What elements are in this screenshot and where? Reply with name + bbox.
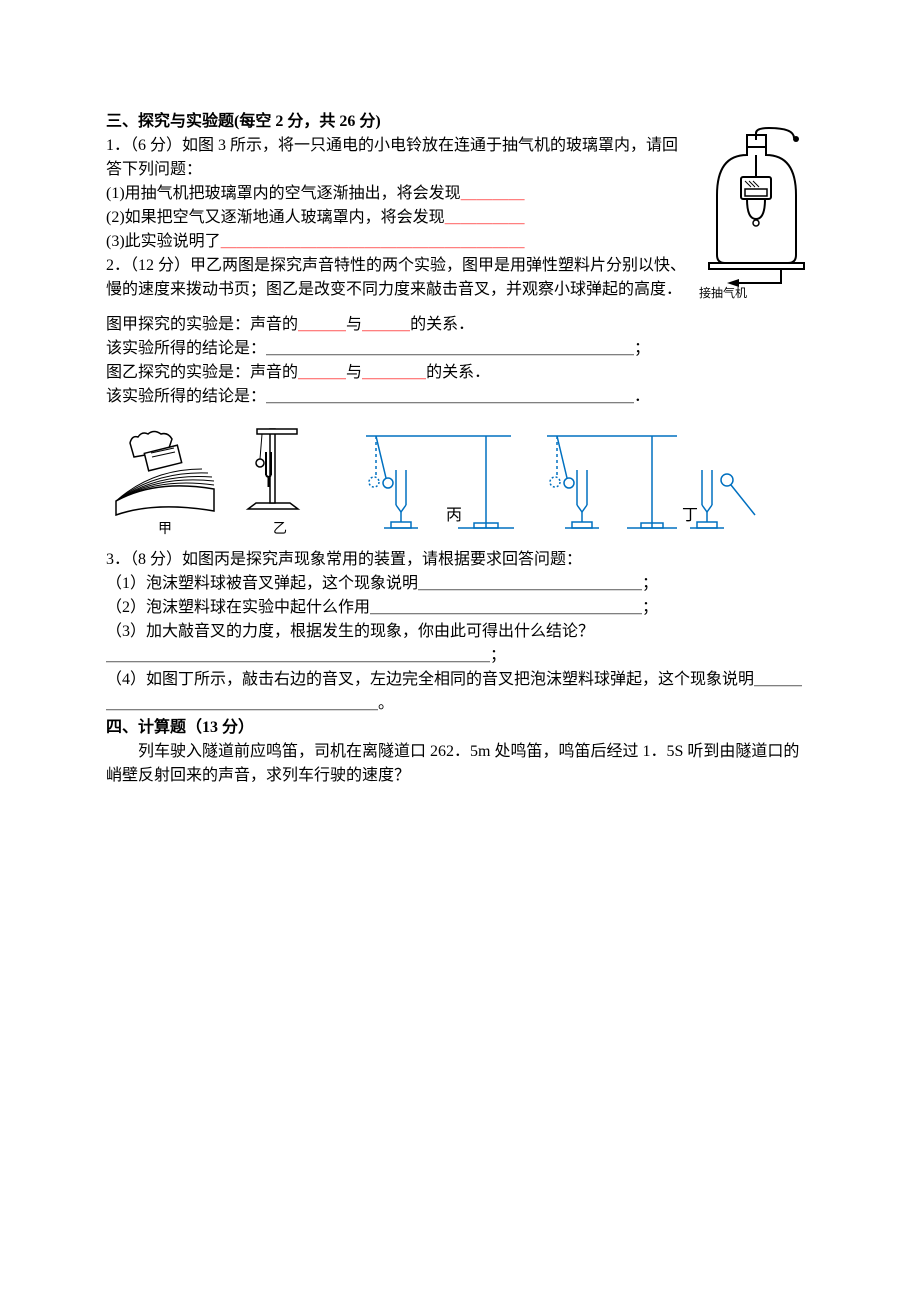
q2-line1: 图甲探究的实验是：声音的＿＿＿与＿＿＿的关系． xyxy=(106,313,814,337)
q1-sub2-text: (2)如果把空气又逐渐地通人玻璃罩内，将会发现 xyxy=(106,209,445,226)
q2-line1a: 图甲探究的实验是：声音的 xyxy=(106,316,298,333)
pump-label-text: 接抽气机 xyxy=(699,285,747,300)
q2-line3: 图乙探究的实验是：声音的＿＿＿与＿＿＿＿的关系． xyxy=(106,361,814,385)
svg-text:丁: 丁 xyxy=(682,507,698,524)
bell-jar-diagram: 接抽气机 xyxy=(699,125,814,313)
q3-sub3-semi: ； xyxy=(490,647,506,664)
section-4-body: 列车驶入隧道前应鸣笛，司机在离隧道口 262．5m 处鸣笛，鸣笛后经过 1．5S… xyxy=(106,740,814,788)
q2-line2-text: 该实验所得的结论是： xyxy=(106,340,266,357)
diagram-bing: 丙 xyxy=(336,430,531,540)
q2-line2-semi: ； xyxy=(634,340,650,357)
q1-sub2-blank[interactable]: ＿＿＿＿＿ xyxy=(445,209,525,226)
q3-sub1-semi: ； xyxy=(642,575,658,592)
q2-line4-text: 该实验所得的结论是： xyxy=(106,388,266,405)
q2-blank-c[interactable]: ＿＿＿ xyxy=(298,364,346,381)
q2-line3c: 的关系． xyxy=(426,364,490,381)
q3-sub3: （3）加大敲音叉的力度，根据发生的现象，你由此可得出什么结论？ xyxy=(106,620,814,644)
q2-line2: 该实验所得的结论是：＿＿＿＿＿＿＿＿＿＿＿＿＿＿＿＿＿＿＿＿＿＿＿； xyxy=(106,337,814,361)
q3-sub3-blankline: ＿＿＿＿＿＿＿＿＿＿＿＿＿＿＿＿＿＿＿＿＿＿＿＿； xyxy=(106,644,814,668)
q2-blank-b[interactable]: ＿＿＿ xyxy=(362,316,410,333)
q3-sub1: （1）泡沫塑料球被音叉弹起，这个现象说明＿＿＿＿＿＿＿＿＿＿＿＿＿＿； xyxy=(106,572,814,596)
q3-sub1-blank[interactable]: ＿＿＿＿＿＿＿＿＿＿＿＿＿＿ xyxy=(418,575,642,592)
diagram-jia: 甲 xyxy=(106,429,224,540)
diagram-yi: 乙 xyxy=(230,417,330,540)
bell-jar-svg: 接抽气机 xyxy=(699,125,814,305)
q2-line4: 该实验所得的结论是：＿＿＿＿＿＿＿＿＿＿＿＿＿＿＿＿＿＿＿＿＿＿＿． xyxy=(106,385,814,409)
section-4-heading: 四、计算题（13 分） xyxy=(106,716,814,740)
q2-blank-d[interactable]: ＿＿＿＿ xyxy=(362,364,426,381)
q2-line3a: 图乙探究的实验是：声音的 xyxy=(106,364,298,381)
q3-prefix: 3．（8 分）如图丙是探究声现象常用的装置，请根据要求回答问题： xyxy=(106,548,814,572)
q3-sub2: （2）泡沫塑料球在实验中起什么作用＿＿＿＿＿＿＿＿＿＿＿＿＿＿＿＿＿； xyxy=(106,596,814,620)
diagram-ding: 丁 xyxy=(537,430,782,540)
q1-sub3-blank[interactable]: ＿＿＿＿＿＿＿＿＿＿＿＿＿＿＿＿＿＿＿ xyxy=(221,233,525,250)
q3-sub4: （4）如图丁所示，敲击右边的音叉，左边完全相同的音叉把泡沫塑料球弹起，这个现象说… xyxy=(106,668,814,716)
q3-sub4-period: 。 xyxy=(378,695,394,712)
svg-text:丙: 丙 xyxy=(446,507,462,524)
q2-line2-blank[interactable]: ＿＿＿＿＿＿＿＿＿＿＿＿＿＿＿＿＿＿＿＿＿＿＿ xyxy=(266,340,634,357)
q2-line4-period: ． xyxy=(634,388,650,405)
label-jia: 甲 xyxy=(158,519,172,540)
q2-line1b: 与 xyxy=(346,316,362,333)
q3-sub2-semi: ； xyxy=(642,599,658,616)
label-yi: 乙 xyxy=(273,519,287,540)
q2-line3b: 与 xyxy=(346,364,362,381)
q3-sub2-blank[interactable]: ＿＿＿＿＿＿＿＿＿＿＿＿＿＿＿＿＿ xyxy=(370,599,642,616)
q2-line4-blank[interactable]: ＿＿＿＿＿＿＿＿＿＿＿＿＿＿＿＿＿＿＿＿＿＿＿ xyxy=(266,388,634,405)
diagram-row: 甲 乙 xyxy=(106,417,814,540)
q3-sub1-text: （1）泡沫塑料球被音叉弹起，这个现象说明 xyxy=(106,575,418,592)
q2-blank-a[interactable]: ＿＿＿ xyxy=(298,316,346,333)
q2-line1c: 的关系． xyxy=(410,316,474,333)
q1-sub1-text: (1)用抽气机把玻璃罩内的空气逐渐抽出，将会发现 xyxy=(106,185,461,202)
q3-sub2-text: （2）泡沫塑料球在实验中起什么作用 xyxy=(106,599,370,616)
q3-sub4-text: （4）如图丁所示，敲击右边的音叉，左边完全相同的音叉把泡沫塑料球弹起，这个现象说… xyxy=(106,671,754,688)
q3-sub3-blank[interactable]: ＿＿＿＿＿＿＿＿＿＿＿＿＿＿＿＿＿＿＿＿＿＿＿＿ xyxy=(106,647,490,664)
q1-sub1-blank[interactable]: ＿＿＿＿ xyxy=(461,185,525,202)
q1-sub3-text: (3)此实验说明了 xyxy=(106,233,221,250)
